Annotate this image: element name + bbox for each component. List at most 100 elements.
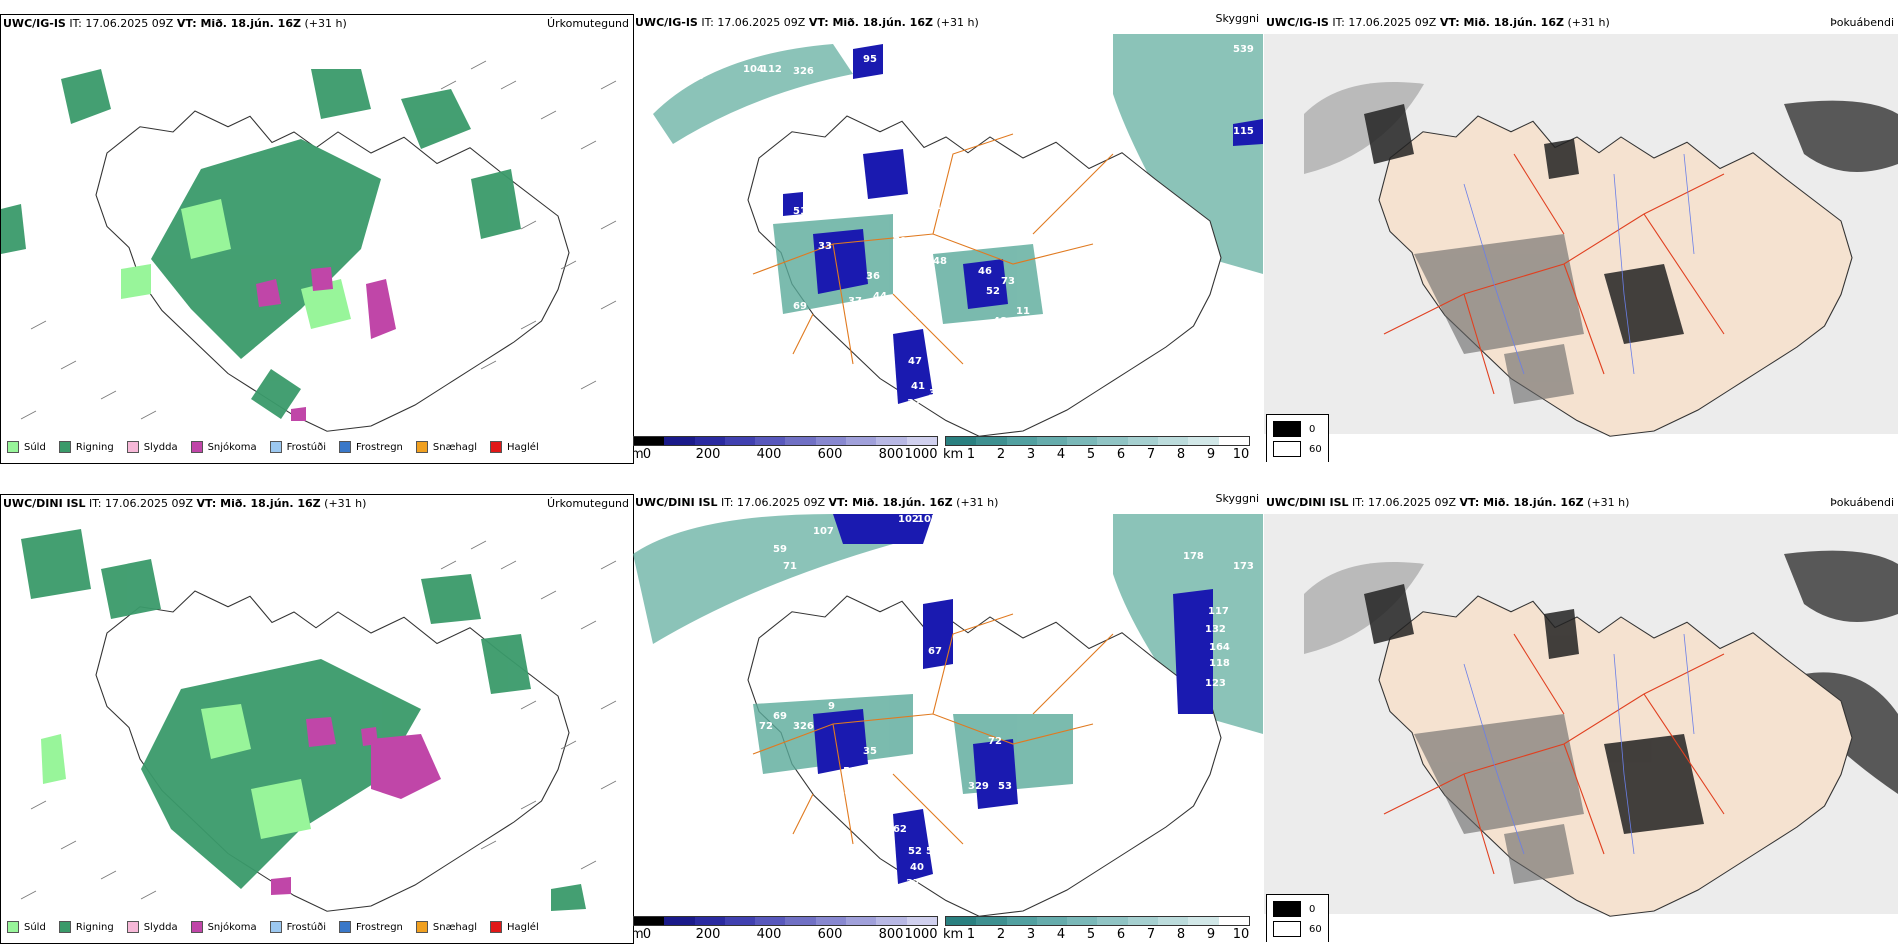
ceil-num: 52 xyxy=(986,286,1000,297)
legend-item-slydda: Slydda xyxy=(126,921,178,933)
ceil-num: 103 xyxy=(917,514,938,525)
legend-swatch xyxy=(415,921,428,933)
cbar-bin xyxy=(634,917,665,925)
wind-barbs xyxy=(20,60,617,420)
legend-swatch xyxy=(190,441,203,453)
cbar-ticks: 1 2 3 4 5 6 7 8 9 10 xyxy=(945,927,1250,942)
legend-swatch xyxy=(269,441,282,453)
precip-map xyxy=(20,529,617,912)
ceil-num: 35 xyxy=(837,786,851,797)
cbar-tick: 7 xyxy=(1146,927,1156,942)
ceil-num: 69 xyxy=(793,301,807,312)
cbar-tick: 8 xyxy=(1176,927,1186,942)
cbar-bin xyxy=(755,437,786,445)
cbar-bin xyxy=(634,437,665,445)
ceil-num: 67 xyxy=(928,646,942,657)
visibility-colorbar-bar xyxy=(945,916,1250,926)
cbar-bin xyxy=(946,437,977,445)
fog-swatch xyxy=(1273,901,1301,917)
ceil-num: 37 xyxy=(663,256,677,267)
cbar-tick: 5 xyxy=(1086,927,1096,942)
cbar-tick: 400 xyxy=(756,447,782,462)
panel-type-label: Þokuábendi xyxy=(1830,16,1894,29)
cbar-tick: 9 xyxy=(1206,447,1216,462)
fog-panel-top: UWC/IG-IS IT: 17.06.2025 09Z VT: Mið. 18… xyxy=(1264,14,1898,462)
cbar-bin xyxy=(876,437,907,445)
cbar-tick: 800 xyxy=(878,927,904,942)
legend-swatch xyxy=(415,441,428,453)
ceil-num: 52 xyxy=(908,846,922,857)
panel-type-label: Skyggni xyxy=(1215,494,1259,505)
cbar-tick: 6 xyxy=(1116,447,1126,462)
cbar-ticks: 0 200 400 600 800 1000 xyxy=(633,927,938,942)
ceil-num: 63 xyxy=(828,311,842,322)
precip-panel-top: UWC/IG-IS IT: 17.06.2025 09Z VT: Mið. 18… xyxy=(0,14,634,464)
cbar-tick: 7 xyxy=(1146,447,1156,462)
ceil-num: 56 xyxy=(926,846,940,857)
ceil-num: 178 xyxy=(1183,551,1204,562)
fog-legend-item: 0 xyxy=(1273,419,1322,439)
ceil-num: 71 xyxy=(783,561,797,572)
ceiling-labels: 198 104 112 326 95 135 51 37 59 79 48 46… xyxy=(663,44,1254,415)
cbar-tick: 1 xyxy=(966,927,976,942)
cbar-bin xyxy=(946,917,977,925)
cbar-bin xyxy=(724,437,756,445)
ceil-num: 37 xyxy=(848,296,862,307)
precip-panel-bottom: UWC/DINI ISL IT: 17.06.2025 09Z VT: Mið.… xyxy=(0,494,634,944)
fog-legend: 0 60 xyxy=(1266,894,1329,942)
ceil-num: 39 xyxy=(925,878,939,889)
ceil-num: 9 xyxy=(828,701,835,712)
ceil-num: 72 xyxy=(759,721,773,732)
cbar-bin xyxy=(815,437,847,445)
cbar-tick: 1 xyxy=(966,447,976,462)
cbar-bin xyxy=(1188,917,1219,925)
cbar-tick: 3 xyxy=(1026,447,1036,462)
cbar-tick: 600 xyxy=(817,447,843,462)
cbar-bin xyxy=(815,917,847,925)
ceil-num: 48 xyxy=(993,316,1007,327)
cbar-bin xyxy=(1158,437,1189,445)
ceil-num: 118 xyxy=(1209,658,1230,669)
ceil-num: 173 xyxy=(1233,561,1254,572)
panel-title: UWC/IG-IS IT: 17.06.2025 09Z VT: Mið. 18… xyxy=(635,16,979,29)
cbar-tick: 200 xyxy=(695,927,721,942)
ceil-num: 95 xyxy=(958,514,972,525)
legend-swatch xyxy=(58,921,71,933)
visibility-colorbar: km 1 2 3 4 5 6 7 8 9 10 xyxy=(943,916,1250,942)
ceiling-colorbar: m 0 200 400 600 800 1000 xyxy=(633,916,938,942)
cbar-tick: 3 xyxy=(1026,927,1036,942)
fog-legend: 0 60 xyxy=(1266,414,1329,462)
ceil-num: 326 xyxy=(793,721,814,732)
ceil-num: 79 xyxy=(893,236,907,247)
legend-item-sudl: Súld xyxy=(7,441,46,453)
cbar-bin xyxy=(785,917,816,925)
panel-type-label: Úrkomutegund xyxy=(547,17,629,30)
cbar-tick: 9 xyxy=(1206,927,1216,942)
legend-swatch xyxy=(339,921,351,933)
ceil-num: 135 xyxy=(733,136,754,147)
cbar-bin xyxy=(906,437,937,445)
panel-type-label: Úrkomutegund xyxy=(547,497,629,510)
legend-swatch xyxy=(126,441,139,453)
cbar-bin xyxy=(664,437,695,445)
ceil-num: 198 xyxy=(683,71,704,82)
cbar-bin xyxy=(1218,437,1249,445)
legend-swatch xyxy=(7,441,19,453)
legend-item-sudl: Súld xyxy=(7,921,46,933)
ceil-num: 123 xyxy=(1205,678,1226,689)
legend-item-haglel: Haglél xyxy=(490,441,539,453)
visibility-colorbar-bar xyxy=(945,436,1250,446)
legend-item-snaehagl: Snæhagl xyxy=(415,921,477,933)
ceil-num: 37 xyxy=(906,878,920,889)
fog-swatch xyxy=(1273,921,1301,937)
cbar-tick: 8 xyxy=(1176,447,1186,462)
ceil-num: 12 xyxy=(773,368,787,379)
panel-title: UWC/DINI ISL IT: 17.06.2025 09Z VT: Mið.… xyxy=(1266,496,1630,509)
ceil-num: 72 xyxy=(988,736,1002,747)
ceiling-panel-bottom: UWC/DINI ISL IT: 17.06.2025 09Z VT: Mið.… xyxy=(633,494,1263,942)
ceil-num: 37 xyxy=(907,398,921,409)
ceil-num: 35 xyxy=(933,404,947,415)
ceil-num: 72 xyxy=(783,326,797,337)
cbar-bin xyxy=(1158,917,1189,925)
ceil-num: 329 xyxy=(968,781,989,792)
